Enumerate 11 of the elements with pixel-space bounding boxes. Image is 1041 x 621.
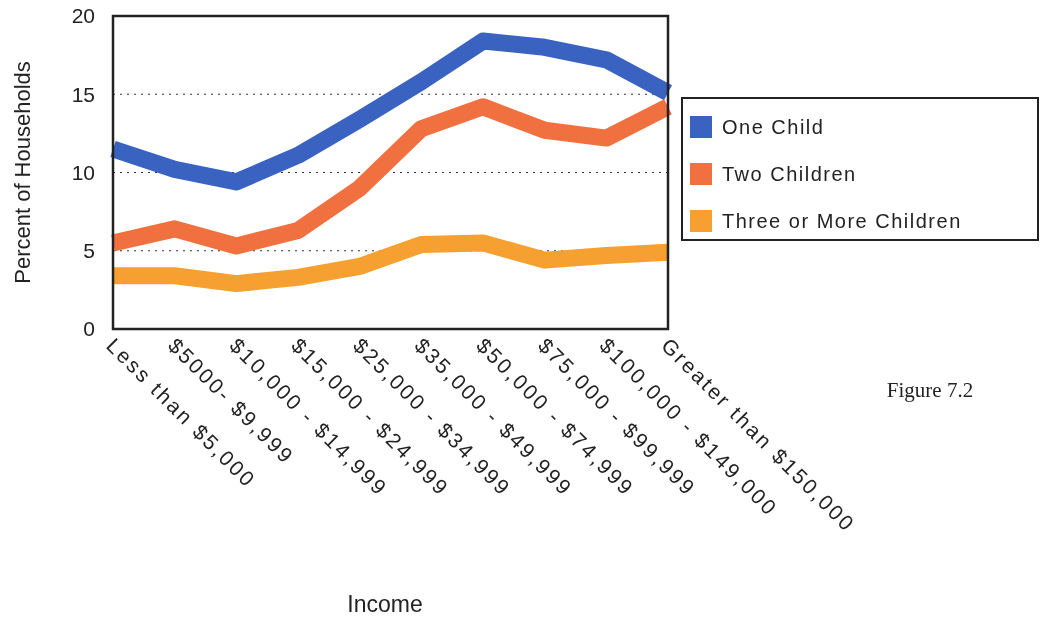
legend-label: One Child (722, 116, 825, 138)
legend-label: Three or More Children (722, 210, 962, 232)
y-tick-label: 10 (71, 160, 95, 184)
x-axis-title: Income (347, 591, 423, 617)
legend-label: Two Children (722, 163, 857, 185)
y-axis-title: Percent of Households (10, 61, 35, 284)
y-tick-label: 5 (83, 239, 95, 263)
caption: Figure 7.2 (886, 378, 974, 402)
y-tick-label: 0 (83, 317, 95, 341)
y-tick-label: 20 (71, 4, 95, 28)
y-tick-label: 15 (71, 82, 95, 106)
